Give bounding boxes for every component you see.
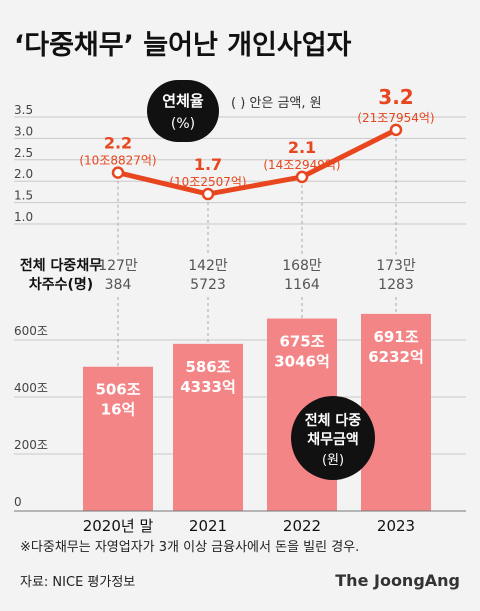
amount-bar — [361, 313, 431, 511]
x-axis-label: 2023 — [377, 517, 415, 535]
amount-badge-line2: 채무금액 — [307, 431, 359, 448]
bar-value-label: 506조 — [95, 381, 140, 399]
amount-tick-label: 200조 — [14, 438, 48, 452]
rate-value-label: 3.2 — [378, 85, 413, 109]
amount-tick-label: 400조 — [14, 381, 48, 395]
bar-value-label: 691조 — [373, 328, 418, 346]
rate-point — [295, 170, 309, 184]
rate-tick-label: 2.0 — [14, 167, 33, 181]
rate-tick-label: 3.0 — [14, 124, 33, 138]
amount-axis-ticks: 600조 400조 200조 0 — [14, 324, 48, 509]
rate-point — [389, 123, 403, 137]
rate-amount-label: (21조7954억) — [357, 111, 434, 125]
borrower-count-line1: 142만 — [188, 258, 228, 274]
amount-badge-line3: (원) — [322, 453, 344, 468]
borrower-count-line2: 384 — [105, 277, 132, 293]
amount-tick-label: 600조 — [14, 324, 48, 338]
bar-value-label: 675조 — [279, 333, 324, 351]
rate-tick-label: 1.5 — [14, 189, 33, 203]
bar-value-label: 586조 — [185, 358, 230, 376]
rate-badge: 연체율 (%) — [147, 80, 219, 142]
rate-labels: 2.2(10조8827억) 1.7(10조2507억) 2.1(14조2949억) 3… — [79, 85, 434, 189]
amount-bar — [83, 366, 153, 511]
bar-value-label: 4333억 — [180, 378, 236, 396]
x-axis-label: 2022 — [283, 517, 321, 535]
rate-amount-label: (14조2949억) — [263, 158, 340, 172]
rate-line — [115, 127, 399, 197]
borrower-count-line2: 5723 — [190, 277, 226, 293]
borrower-count-line1: 173만 — [376, 258, 416, 274]
chart-title: ‘다중채무’ 늘어난 개인사업자 — [14, 30, 352, 61]
rate-tick-label: 1.0 — [14, 210, 33, 224]
rate-tick-label: 2.5 — [14, 146, 33, 160]
source: 자료: NICE 평가정보 — [20, 575, 135, 590]
rate-point — [111, 166, 125, 179]
rate-amount-label: (10조2507억) — [169, 175, 246, 189]
rate-value-label: 2.1 — [288, 138, 316, 157]
bar-value-label: 6232억 — [368, 348, 424, 366]
footnote: ※다중채무는 자영업자가 3개 이상 금융사에서 돈을 빌린 경우. — [20, 540, 359, 555]
amount-badge-circle — [291, 396, 375, 480]
amount-badge-line1: 전체 다중 — [305, 412, 362, 429]
rate-point — [201, 187, 215, 201]
x-axis-labels: 2020년 말 2021 2022 2023 — [83, 517, 415, 535]
borrower-count-line1: 127만 — [98, 258, 138, 274]
borrower-label-line2: 차주수(명) — [29, 276, 93, 293]
x-axis-label: 2020년 말 — [83, 517, 154, 535]
borrower-label-line1: 전체 다중채무 — [20, 257, 102, 274]
bar-value-label: 16억 — [101, 401, 136, 419]
brand-logo: The JoongAng — [335, 571, 460, 590]
unit-note: ( ) 안은 금액, 원 — [231, 96, 322, 111]
borrower-count-line2: 1164 — [284, 277, 320, 293]
year-guide-lines — [117, 137, 397, 367]
amount-bars: 506조 16억 586조 4333억 675조 3046억 691조 6232억 — [83, 313, 431, 511]
borrower-counts: 127만 384 142만 5723 168만 1164 173만 1283 — [98, 258, 416, 293]
rate-badge-box — [147, 80, 219, 142]
rate-value-label: 1.7 — [194, 155, 222, 174]
amount-tick-label: 0 — [14, 495, 22, 509]
x-axis-label: 2021 — [189, 517, 227, 535]
rate-value-label: 2.2 — [104, 134, 132, 153]
rate-tick-label: 3.5 — [14, 103, 33, 117]
rate-amount-label: (10조8827억) — [79, 154, 156, 168]
rate-badge-line1: 연체율 — [162, 92, 204, 110]
rate-axis-ticks: 3.5 3.0 2.5 2.0 1.5 1.0 — [14, 103, 33, 224]
rate-points — [111, 123, 403, 201]
amount-bar — [173, 343, 243, 511]
rate-badge-line2: (%) — [171, 116, 195, 132]
amount-badge: 전체 다중 채무금액 (원) — [291, 396, 375, 480]
bar-value-label: 3046억 — [274, 353, 330, 371]
borrower-count-line1: 168만 — [282, 258, 322, 274]
borrower-count-line2: 1283 — [378, 277, 414, 293]
